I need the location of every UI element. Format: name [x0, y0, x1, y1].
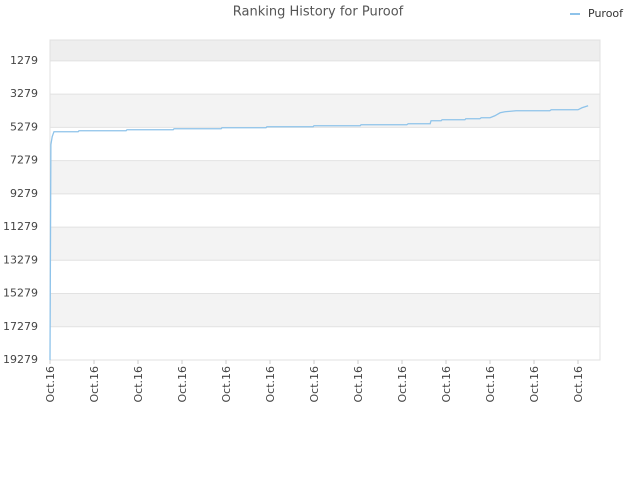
- x-tick-label: Oct.16: [308, 366, 321, 403]
- y-tick-label: 15279: [3, 287, 38, 300]
- x-tick-label: Oct.16: [176, 366, 189, 403]
- legend-label: Puroof: [588, 7, 624, 20]
- x-tick-label: Oct.16: [132, 366, 145, 403]
- grid-band: [50, 293, 600, 327]
- y-tick-label: 7279: [10, 154, 38, 167]
- y-tick-label: 19279: [3, 353, 38, 366]
- grid-band: [50, 40, 600, 61]
- grid-band: [50, 227, 600, 261]
- chart-title: Ranking History for Puroof: [233, 5, 404, 20]
- x-tick-label: Oct.16: [572, 366, 585, 403]
- y-tick-label: 11279: [3, 220, 38, 233]
- x-tick-label: Oct.16: [44, 366, 57, 403]
- series-line: [49, 105, 589, 361]
- x-tick-label: Oct.16: [220, 366, 233, 403]
- x-tick-label: Oct.16: [396, 366, 409, 403]
- grid-band: [50, 94, 600, 128]
- grid-band: [50, 193, 600, 228]
- grid-band: [50, 260, 600, 294]
- y-tick-label: 13279: [3, 253, 38, 266]
- y-tick-label: 5279: [10, 120, 38, 133]
- grid-band: [50, 160, 600, 194]
- x-tick-label: Oct.16: [528, 366, 541, 403]
- x-tick-label: Oct.16: [88, 366, 101, 403]
- x-tick-label: Oct.16: [440, 366, 453, 403]
- grid-band: [50, 60, 600, 95]
- x-tick-label: Oct.16: [484, 366, 497, 403]
- y-tick-label: 1279: [10, 54, 38, 67]
- y-tick-label: 3279: [10, 87, 38, 100]
- x-tick-label: Oct.16: [352, 366, 365, 403]
- grid-band: [50, 127, 600, 161]
- grid-band: [50, 326, 600, 360]
- x-tick-label: Oct.16: [264, 366, 277, 403]
- y-tick-label: 17279: [3, 320, 38, 333]
- y-tick-label: 9279: [10, 187, 38, 200]
